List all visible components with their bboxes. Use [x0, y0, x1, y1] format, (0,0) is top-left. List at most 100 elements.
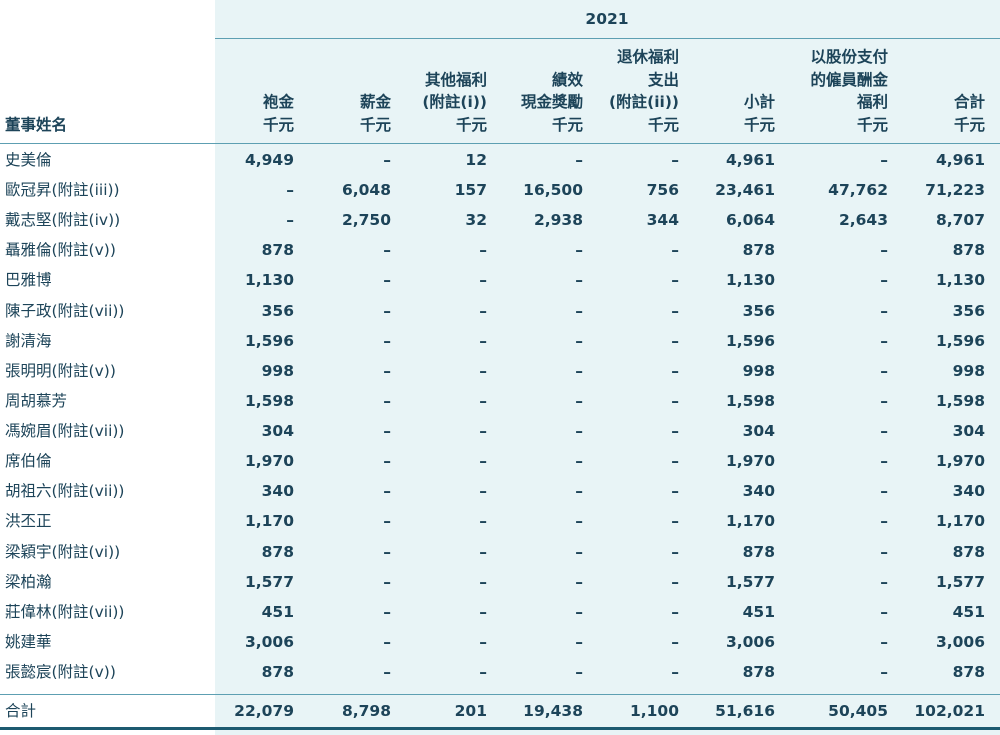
cell: 304 [261, 422, 294, 441]
cell: 1,577 [935, 572, 985, 591]
cell: – [880, 602, 888, 621]
cell: 32 [465, 211, 487, 230]
cell: 3,006 [244, 632, 294, 651]
total-cell: 8,798 [341, 702, 391, 720]
cell: – [671, 361, 679, 380]
director-name: 張明明(附註(v)) [5, 361, 116, 380]
cell: 3,006 [725, 632, 775, 651]
cell: 340 [952, 482, 985, 501]
cell: – [383, 271, 391, 290]
director-name: 謝清海 [5, 331, 52, 350]
cell: – [383, 663, 391, 681]
cell: 356 [261, 301, 294, 320]
director-name: 姚建華 [5, 632, 52, 651]
cell: 4,949 [244, 151, 294, 169]
cell: 1,596 [244, 331, 294, 350]
cell: 1,130 [935, 271, 985, 290]
cell: 451 [261, 602, 294, 621]
cell: – [671, 301, 679, 320]
total-cell: 19,438 [523, 702, 583, 720]
cell: – [575, 512, 583, 531]
cell: – [479, 452, 487, 471]
cell: 451 [742, 602, 775, 621]
rule [215, 38, 1000, 39]
cell: – [575, 663, 583, 681]
cell: 6,048 [341, 181, 391, 200]
cell: – [880, 632, 888, 651]
cell: 340 [742, 482, 775, 501]
cell: – [671, 482, 679, 501]
cell: 878 [742, 663, 775, 681]
cell: – [479, 512, 487, 531]
column-header: 支出 [647, 71, 679, 89]
cell: – [880, 241, 888, 260]
cell: 1,130 [725, 271, 775, 290]
cell: – [671, 331, 679, 350]
cell: – [479, 301, 487, 320]
total-cell: 22,079 [234, 702, 294, 720]
column-header: 福利 [856, 93, 888, 111]
cell: 3,006 [935, 632, 985, 651]
column-header: (附註(i)) [422, 93, 487, 111]
column-header: 退休福利 [616, 48, 679, 66]
cell: – [383, 241, 391, 260]
cell: – [479, 422, 487, 441]
cell: 998 [261, 361, 294, 380]
cell: 1,170 [725, 512, 775, 531]
cell: – [575, 452, 583, 471]
total-cell: 51,616 [715, 702, 775, 720]
column-header: 的僱員酬金 [810, 71, 888, 89]
rule [0, 694, 1000, 695]
cell: – [880, 663, 888, 681]
column-unit: 千元 [743, 116, 775, 134]
column-header: 其他福利 [424, 71, 487, 89]
total-cell: 201 [454, 702, 487, 720]
cell: – [286, 211, 294, 230]
cell: 1,598 [244, 391, 294, 410]
cell: – [383, 391, 391, 410]
cell: – [880, 271, 888, 290]
cell: – [383, 632, 391, 651]
column-unit: 千元 [455, 116, 487, 134]
cell: – [479, 572, 487, 591]
cell: – [479, 271, 487, 290]
cell: 1,596 [725, 331, 775, 350]
cell: – [383, 331, 391, 350]
cell: – [880, 361, 888, 380]
director-name: 胡祖六(附註(vii)) [5, 482, 125, 501]
cell: 12 [465, 151, 487, 169]
cell: – [575, 241, 583, 260]
cell: 1,970 [935, 452, 985, 471]
cell: – [671, 241, 679, 260]
cell: – [383, 602, 391, 621]
cell: – [671, 602, 679, 621]
cell: – [286, 181, 294, 200]
director-name: 梁柏瀚 [5, 572, 52, 591]
cell: 878 [261, 542, 294, 561]
cell: – [383, 542, 391, 561]
cell: 878 [261, 663, 294, 681]
cell: – [671, 391, 679, 410]
cell: 8,707 [935, 211, 985, 230]
director-name: 洪丕正 [5, 512, 52, 531]
cell: – [479, 632, 487, 651]
director-name: 張懿宸(附註(v)) [5, 663, 116, 681]
name-header: 董事姓名 [5, 116, 68, 134]
rule [0, 143, 1000, 144]
cell: 998 [742, 361, 775, 380]
director-name: 席伯倫 [5, 452, 52, 471]
cell: – [383, 361, 391, 380]
rule [0, 727, 1000, 730]
cell: – [880, 422, 888, 441]
cell: – [575, 151, 583, 169]
cell: – [671, 632, 679, 651]
cell: – [880, 331, 888, 350]
cell: 16,500 [523, 181, 583, 200]
cell: – [575, 602, 583, 621]
cell: – [671, 663, 679, 681]
cell: 23,461 [715, 181, 775, 200]
cell: – [671, 151, 679, 169]
director-name: 戴志堅(附註(iv)) [5, 211, 121, 230]
cell: – [479, 482, 487, 501]
